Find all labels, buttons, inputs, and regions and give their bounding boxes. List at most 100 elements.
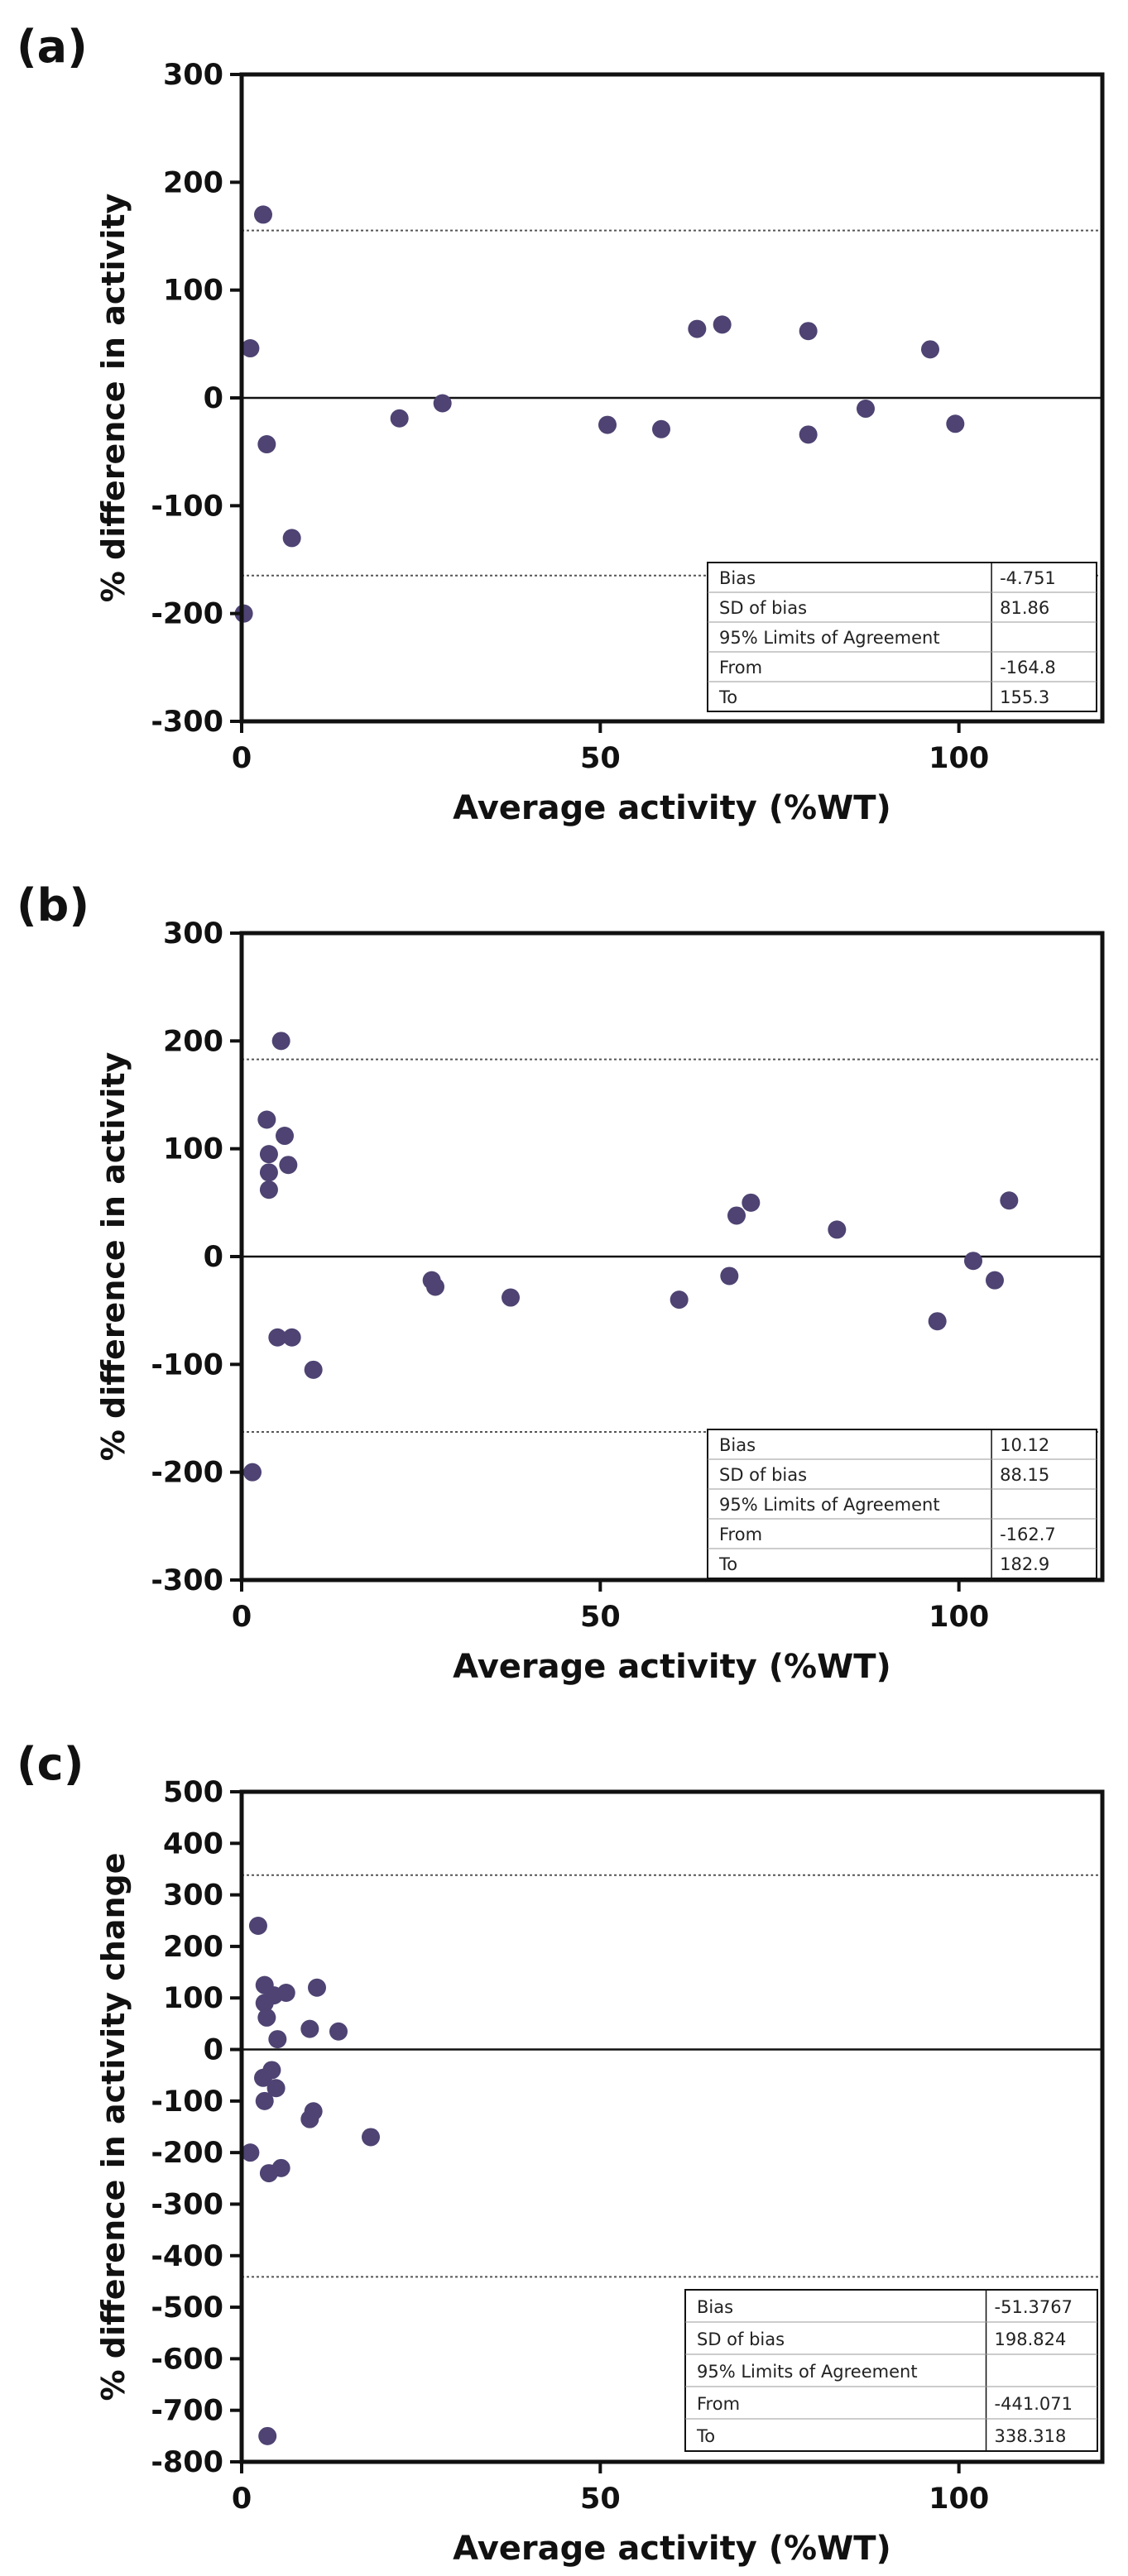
x-tick-label: 50 [580, 2483, 621, 2516]
y-tick-label: 0 [204, 2034, 223, 2067]
stats-label: SD of bias [719, 1465, 807, 1485]
data-point [742, 1193, 761, 1212]
data-point [279, 1156, 298, 1175]
y-tick-label: -200 [151, 1457, 223, 1490]
y-tick-label: -600 [151, 2343, 223, 2376]
data-point [241, 339, 260, 358]
data-point [276, 1127, 294, 1146]
data-point [426, 1277, 444, 1296]
y-tick-label: -100 [151, 2085, 223, 2119]
stats-label: From [697, 2394, 740, 2414]
y-tick-label: 200 [163, 1931, 223, 1964]
y-tick-label: -300 [151, 1564, 223, 1597]
stats-value: 338.318 [995, 2426, 1067, 2446]
data-point [304, 1360, 323, 1379]
data-point [390, 409, 409, 428]
data-point [433, 394, 452, 413]
data-point [257, 2008, 276, 2027]
data-point [688, 319, 707, 338]
stats-label: 95% Limits of Agreement [719, 628, 940, 648]
stats-box [684, 2289, 1098, 2452]
stats-label: To [718, 687, 737, 707]
data-point [799, 322, 818, 341]
stats-label: Bias [719, 568, 756, 588]
y-tick-label: -300 [151, 2188, 223, 2221]
data-point [259, 1145, 278, 1164]
data-point [308, 1978, 326, 1997]
data-point [254, 205, 272, 224]
panel-label: (c) [17, 1738, 84, 1790]
panel-label: (a) [17, 21, 88, 73]
stats-value: -441.071 [995, 2394, 1073, 2414]
data-point [282, 1328, 301, 1347]
y-tick-label: 200 [163, 1025, 223, 1058]
stats-box [707, 1429, 1097, 1579]
y-tick-label: 400 [163, 1827, 223, 1860]
x-tick-label: 50 [580, 742, 621, 775]
stats-value: -164.8 [1000, 658, 1056, 678]
x-axis-title: Average activity (%WT) [453, 789, 891, 827]
panel-b: (b) Bias 10.12 SD of bias 88.15 95% Limits of… [0, 859, 1128, 1717]
data-point [243, 1463, 262, 1482]
data-point [828, 1220, 847, 1239]
stats-value: 198.824 [995, 2329, 1067, 2349]
data-point [928, 1312, 947, 1331]
data-point [259, 1163, 278, 1182]
y-tick-label: 300 [163, 917, 223, 950]
y-tick-label: -300 [151, 706, 223, 739]
stats-label: SD of bias [719, 598, 807, 618]
data-point [598, 415, 617, 434]
x-tick-label: 100 [929, 1601, 989, 1634]
y-tick-label: 0 [204, 1241, 223, 1274]
data-point [262, 2061, 281, 2080]
data-point [799, 425, 818, 444]
stats-box [707, 562, 1097, 712]
y-tick-label: -100 [151, 1348, 223, 1381]
data-point [282, 529, 301, 548]
y-tick-label: 200 [163, 166, 223, 199]
x-tick-label: 50 [580, 1601, 621, 1634]
stats-value: -4.751 [1000, 568, 1056, 588]
stats-label: 95% Limits of Agreement [697, 2362, 918, 2382]
bland-altman-plot-a: (a) Bias -4.751 SD of bias 81.86 95% Limits o… [17, 21, 1105, 827]
data-point [300, 2019, 319, 2038]
panel-c: (c) Bias -51.3767 SD of bias 198.824 95% Limi… [0, 1717, 1128, 2576]
data-point [857, 400, 875, 419]
data-point [271, 2158, 290, 2177]
y-tick-label: 300 [163, 59, 223, 92]
data-point [964, 1252, 982, 1271]
data-point [713, 315, 732, 334]
stats-label: From [719, 658, 762, 678]
stats-value: 155.3 [1000, 687, 1049, 707]
data-point [670, 1290, 689, 1310]
stats-label: From [719, 1525, 762, 1544]
data-point [720, 1266, 739, 1286]
x-axis-title: Average activity (%WT) [453, 1648, 891, 1686]
data-point [248, 1917, 267, 1935]
data-point [255, 2091, 274, 2110]
data-point [234, 604, 253, 623]
data-point [329, 2022, 348, 2041]
data-point [268, 2030, 287, 2049]
stats-label: To [718, 1554, 737, 1574]
data-point [304, 2102, 323, 2121]
stats-label: To [696, 2426, 715, 2446]
stats-label: SD of bias [697, 2329, 785, 2349]
x-tick-label: 100 [929, 2483, 989, 2516]
y-tick-label: 100 [163, 1133, 223, 1166]
stats-value: -51.3767 [995, 2297, 1073, 2317]
data-point [257, 1110, 276, 1129]
y-tick-label: 100 [163, 275, 223, 308]
data-point [257, 435, 276, 454]
y-tick-label: -500 [151, 2291, 223, 2325]
panel-label: (b) [17, 879, 89, 931]
data-point [271, 1032, 290, 1051]
stats-label: Bias [697, 2297, 733, 2317]
stats-value: 81.86 [1000, 598, 1049, 618]
y-tick-label: -100 [151, 490, 223, 523]
data-point [258, 2426, 277, 2445]
data-point [276, 1984, 295, 2002]
bland-altman-plot-c: (c) Bias -51.3767 SD of bias 198.824 95% Limi… [17, 1738, 1105, 2568]
stats-value: 182.9 [1000, 1554, 1049, 1574]
bland-altman-plot-b: (b) Bias 10.12 SD of bias 88.15 95% Limits of… [17, 879, 1105, 1686]
